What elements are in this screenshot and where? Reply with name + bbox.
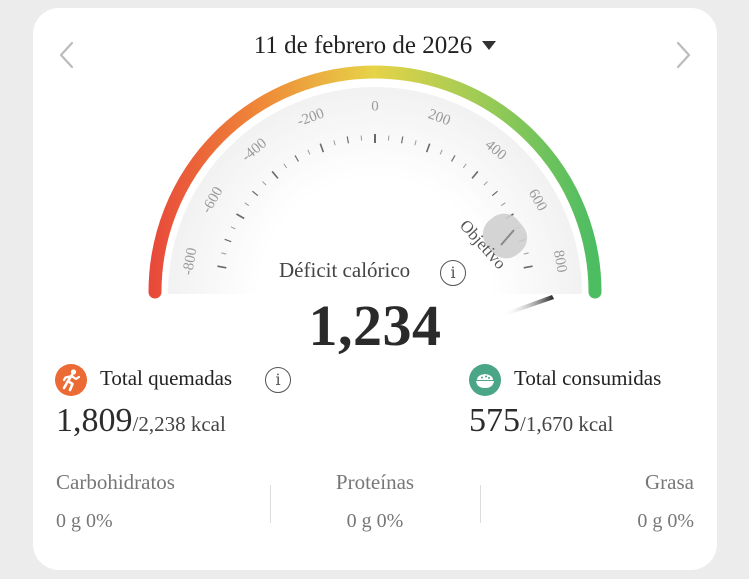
gauge-minor-tick	[500, 202, 506, 207]
gauge-minor-tick	[307, 149, 311, 155]
gauge-minor-tick	[523, 252, 529, 255]
burned-value: 1,809/2,238 kcal	[56, 402, 226, 440]
gauge-minor-tick	[439, 149, 443, 155]
date-selector[interactable]: 11 de febrero de 2026	[33, 32, 717, 60]
gauge-minor-tick	[333, 140, 336, 146]
calorie-summary-card: 11 de febrero de 2026 -800 -6	[33, 8, 717, 570]
gauge-tick	[294, 155, 300, 162]
burned-amount: 1,809	[56, 402, 133, 439]
burned-title: Total quemadas	[100, 366, 233, 390]
burned-total: /2,238 kcal	[132, 412, 226, 436]
macro-protein-label: Proteínas	[335, 470, 415, 494]
gauge-tick	[523, 265, 533, 269]
chevron-right-icon[interactable]	[669, 38, 697, 72]
date-label: 11 de febrero de 2026	[253, 32, 473, 59]
macro-fat-label: Grasa	[645, 470, 694, 494]
gauge-tick	[319, 143, 325, 153]
food-bowl-icon	[469, 364, 501, 396]
gauge-tick	[271, 170, 279, 179]
gauge-minor-tick	[483, 181, 488, 186]
gauge-tick-label: 800	[550, 249, 570, 274]
gauge-tick-label: -800	[180, 246, 201, 276]
chevron-left-icon[interactable]	[53, 38, 81, 72]
consumed-total: /1,670 kcal	[520, 412, 614, 436]
consumed-amount: 575	[469, 402, 520, 439]
gauge-tick	[491, 190, 498, 197]
gauge-minor-tick	[462, 163, 467, 169]
gauge-minor-tick	[262, 181, 267, 186]
divider	[270, 485, 271, 523]
macro-fat-value: 0 g 0%	[637, 510, 694, 532]
deficit-value: 1,234	[308, 293, 442, 358]
gauge-minor-tick	[244, 202, 250, 207]
gauge-tick	[346, 136, 350, 144]
gauge-minor-tick	[221, 252, 227, 255]
consumed-value: 575/1,670 kcal	[469, 402, 613, 440]
consumed-title: Total consumidas	[514, 366, 662, 390]
gauge-tick	[471, 170, 479, 179]
gauge-tick-label: 0	[371, 98, 379, 114]
running-icon	[55, 364, 87, 396]
divider	[480, 485, 481, 523]
info-icon[interactable]: i	[440, 260, 466, 286]
macro-carbs-label: Carbohidratos	[56, 470, 175, 494]
gauge-minor-tick	[414, 140, 417, 146]
gauge-arc	[148, 65, 602, 299]
gauge-tick	[217, 265, 227, 269]
gauge-tick	[400, 136, 404, 144]
gauge-tick	[425, 143, 431, 153]
macro-protein-value: 0 g 0%	[346, 510, 404, 532]
caret-down-icon	[482, 40, 497, 50]
deficit-label: Déficit calórico	[279, 258, 411, 282]
burned-info-icon[interactable]: i	[265, 367, 291, 393]
gauge-minor-tick	[230, 226, 236, 230]
gauge-tick	[224, 238, 232, 243]
gauge-face	[168, 87, 582, 294]
macro-carbs-value: 0 g 0%	[56, 510, 113, 532]
gauge-tick	[236, 213, 245, 220]
gauge-needle	[503, 295, 554, 316]
gauge-tick	[450, 155, 456, 162]
gauge-tick	[252, 190, 259, 197]
gauge-tick-label: 200	[426, 106, 453, 129]
gauge-minor-tick	[283, 163, 288, 169]
